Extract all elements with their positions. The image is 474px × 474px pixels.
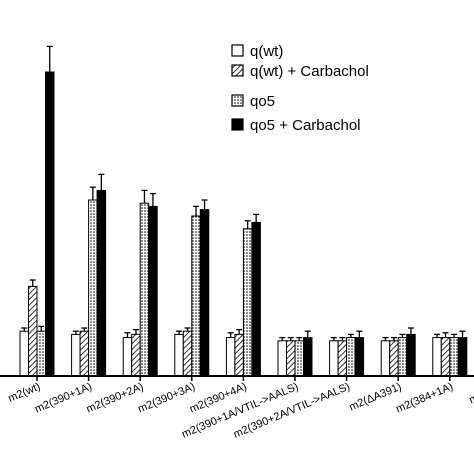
error-bar-qo5-carbachol-8 — [459, 330, 466, 338]
error-bar-qo5-carbachol-0 — [46, 45, 53, 72]
bar-series-group — [19, 45, 468, 377]
bar-q-wt-carbachol-8 — [440, 337, 451, 377]
bar-qo5-1 — [88, 199, 98, 377]
legend-swatch — [231, 64, 244, 77]
error-bar-q-wt-7 — [382, 336, 389, 341]
bar-q-wt-0 — [19, 330, 29, 377]
error-bar-qo5-carbachol-1 — [98, 173, 105, 191]
error-bar-qo5-6 — [347, 333, 354, 338]
legend-swatch — [231, 94, 244, 107]
error-bar-q-wt-5 — [279, 336, 286, 341]
error-bar-q-wt-3 — [176, 330, 183, 335]
bar-qo5-8 — [449, 337, 459, 377]
bar-qo5-0 — [36, 330, 46, 377]
x-tick-label: m2(390+3A) — [136, 381, 197, 416]
error-bar-qo5-carbachol-2 — [149, 192, 156, 207]
bar-qo5-4 — [242, 228, 253, 377]
bar-q-wt-8 — [432, 337, 442, 377]
bar-qo5-5 — [294, 340, 304, 377]
bar-q-wt-carbachol-4 — [234, 333, 244, 377]
error-bar-q-wt-4 — [227, 332, 234, 338]
legend-item-qo5: qo5 — [231, 93, 275, 110]
error-bar-q-wt-carbachol-0 — [29, 279, 36, 287]
bar-qo5-carbachol-5 — [303, 337, 313, 377]
bar-q-wt-3 — [174, 333, 184, 377]
bar-q-wt-carbachol-3 — [182, 330, 193, 377]
bar-qo5-7 — [397, 337, 408, 377]
bar-q-wt-4 — [225, 337, 236, 377]
bar-q-wt-carbachol-0 — [28, 285, 38, 377]
bar-q-wt-carbachol-2 — [131, 333, 141, 377]
bar-q-wt-2 — [122, 337, 133, 377]
bar-qo5-carbachol-8 — [457, 337, 468, 377]
error-bar-qo5-3 — [193, 205, 200, 216]
legend: q(wt) q(wt) + Carbachol qo5 qo5 + Carbachol — [231, 43, 369, 134]
error-bar-q-wt-2 — [124, 332, 131, 338]
error-bar-qo5-carbachol-3 — [201, 199, 208, 210]
error-bar-q-wt-carbachol-3 — [184, 327, 191, 332]
bar-qo5-carbachol-2 — [148, 205, 158, 377]
error-bar-q-wt-carbachol-5 — [287, 336, 294, 341]
legend-label: qo5 + Carbachol — [250, 117, 361, 134]
error-bar-qo5-0 — [38, 325, 45, 332]
bar-qo5-6 — [346, 337, 356, 377]
bar-qo5-carbachol-4 — [251, 221, 261, 377]
error-bar-q-wt-carbachol-1 — [81, 327, 88, 332]
bar-q-wt-carbachol-1 — [79, 330, 90, 377]
legend-item-q-wt: q(wt) — [231, 43, 283, 60]
legend-item-qo5-carbachol: qo5 + Carbachol — [231, 117, 361, 134]
bar-q-wt-carbachol-7 — [389, 340, 399, 377]
legend-label: qo5 — [250, 93, 275, 110]
error-bar-qo5-5 — [296, 336, 303, 341]
error-bar-qo5-8 — [451, 333, 458, 338]
error-bar-q-wt-carbachol-2 — [132, 328, 139, 335]
error-bar-qo5-carbachol-4 — [253, 213, 260, 223]
legend-label: q(wt) — [250, 43, 283, 60]
bar-q-wt-7 — [380, 340, 391, 377]
error-bar-qo5-carbachol-6 — [356, 330, 363, 338]
bar-q-wt-6 — [329, 340, 339, 377]
error-bar-q-wt-0 — [21, 327, 28, 332]
bar-q-wt-carbachol-6 — [337, 340, 348, 377]
error-bar-qo5-2 — [141, 189, 148, 204]
legend-label: q(wt) + Carbachol — [250, 63, 369, 80]
x-tick-labels: m2(wt)m2(390+1A)m2(390+2A)m2(390+3A) m2(3… — [7, 376, 474, 441]
bar-q-wt-carbachol-5 — [286, 340, 296, 377]
bar-qo5-carbachol-3 — [199, 209, 210, 377]
bar-q-wt-1 — [71, 333, 81, 377]
error-bar-q-wt-carbachol-4 — [236, 328, 243, 335]
bar-qo5-3 — [191, 215, 201, 377]
x-tick-label: m2(384+1A) — [394, 381, 455, 416]
error-bar-q-wt-carbachol-6 — [339, 336, 346, 341]
error-bar-qo5-1 — [89, 186, 96, 200]
x-tick-label: m2(384 — [468, 381, 474, 407]
error-bar-q-wt-6 — [330, 336, 337, 341]
error-bar-q-wt-1 — [72, 330, 79, 335]
x-tick-label: m2(390+2A) — [85, 381, 146, 416]
error-bar-qo5-carbachol-5 — [304, 330, 311, 338]
x-tick-label: m2(wt) — [7, 381, 43, 405]
x-tick-label: m2(390+1A) — [33, 381, 94, 416]
error-bar-qo5-carbachol-7 — [407, 327, 414, 335]
bar-q-wt-5 — [277, 340, 287, 377]
error-bar-qo5-7 — [399, 333, 406, 338]
bar-qo5-2 — [139, 202, 150, 377]
legend-swatch — [231, 118, 244, 131]
legend-swatch — [231, 44, 244, 57]
legend-item-q-wt-carbachol: q(wt) + Carbachol — [231, 63, 369, 80]
bar-qo5-carbachol-7 — [406, 333, 416, 377]
bar-qo5-carbachol-6 — [354, 337, 365, 377]
error-bar-q-wt-8 — [434, 333, 441, 338]
bar-qo5-carbachol-0 — [45, 71, 55, 377]
error-bar-qo5-4 — [244, 220, 251, 229]
error-bar-q-wt-carbachol-8 — [442, 332, 449, 338]
bar-qo5-carbachol-1 — [96, 189, 107, 377]
error-bar-q-wt-carbachol-7 — [390, 336, 397, 341]
